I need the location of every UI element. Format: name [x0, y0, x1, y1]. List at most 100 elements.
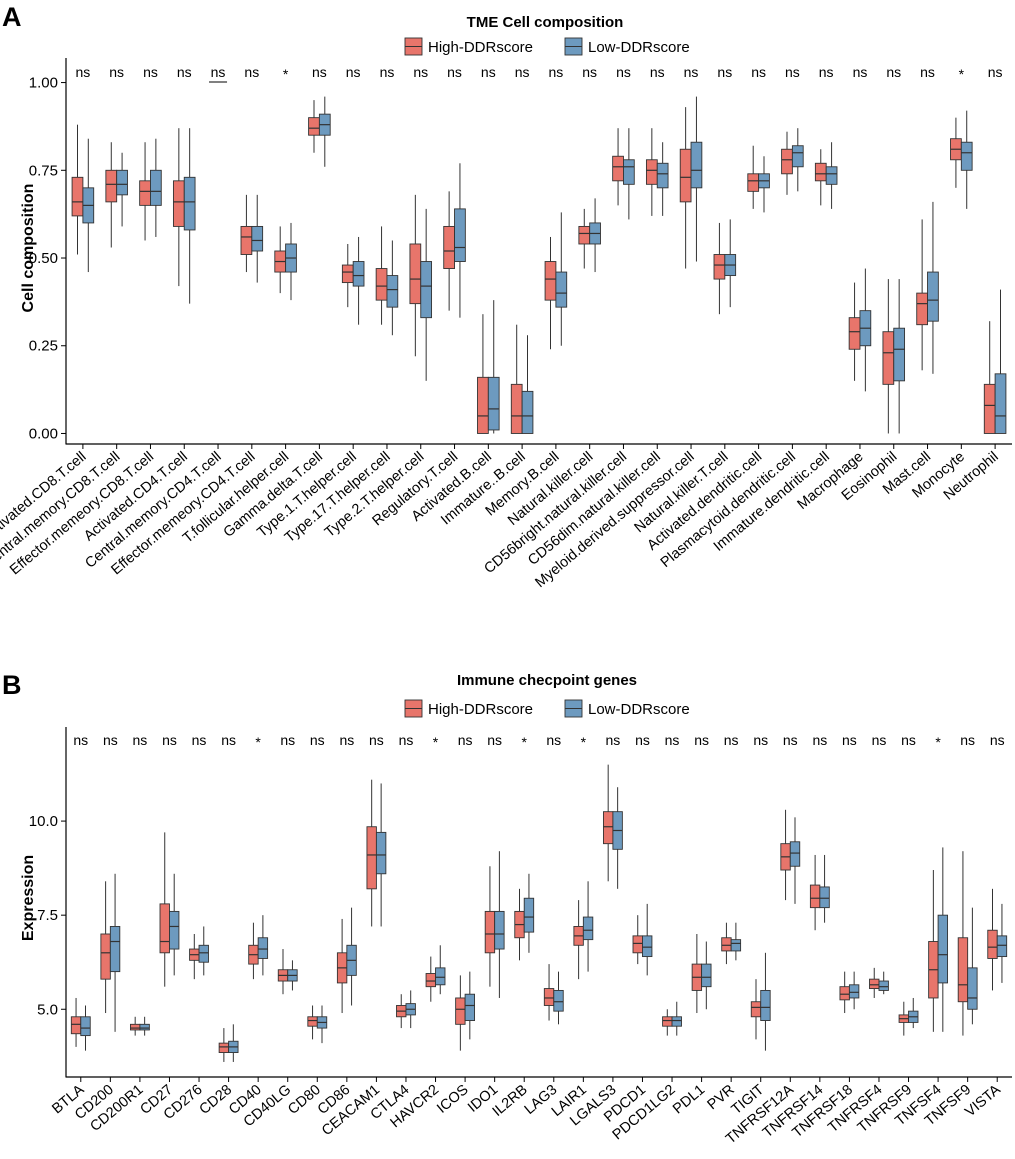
high-box-gamma-delta-t-cell: [308, 117, 320, 136]
low-box-cd56dim-natural-killer-cell: [656, 162, 669, 189]
significance-label: ns: [548, 64, 563, 80]
box-group-t-follicular-helper-cell: [274, 222, 297, 301]
significance-label: ns: [753, 732, 768, 748]
low-box-pdcd1: [642, 935, 653, 958]
significance-label: *: [581, 734, 587, 750]
significance-label: ns: [785, 64, 800, 80]
box-group-cd80: [307, 1005, 328, 1044]
box-group-ctla4: [396, 990, 416, 1029]
low-box-effector-memeory-cd4-t-cell: [251, 225, 264, 252]
box-group-cd56bright-natural-killer-cell: [612, 128, 635, 220]
significance-label: ns: [717, 64, 732, 80]
box-group-natural-killer-cell: [578, 198, 601, 273]
low-box-type-1-t-helper-cell: [352, 261, 365, 287]
significance-label: ns: [192, 732, 207, 748]
y-tick-label: 0.25: [29, 338, 58, 355]
high-box-memory-b-cell: [544, 261, 557, 301]
significance-label: ns: [886, 64, 901, 80]
significance-label: ns: [211, 64, 226, 80]
low-box-btla: [80, 1016, 91, 1037]
high-box-natural-killer-t-cell: [713, 254, 726, 280]
significance-label: ns: [684, 64, 699, 80]
high-box-cd56dim-natural-killer-cell: [645, 159, 658, 185]
box-group-cd40lg: [277, 949, 298, 995]
box-group-havcr2: [425, 945, 446, 1002]
box-group-cd28: [218, 1024, 239, 1062]
box-group-plasmacytoid-dendritic-cell: [781, 128, 804, 195]
significance-label: ns: [783, 732, 798, 748]
box-group-effector-memeory-cd4-t-cell: [240, 194, 264, 283]
box-group-icos: [455, 971, 476, 1051]
legend-a-low-label: Low-DDRscore: [588, 39, 690, 56]
low-box-pdcd1lg2: [671, 1016, 682, 1027]
high-box-type-1-t-helper-cell: [341, 264, 354, 284]
high-box-ceacam1: [366, 826, 377, 890]
low-box-type-2-t-helper-cell: [420, 261, 433, 319]
x-tick-label: IL2RB: [490, 1082, 531, 1120]
high-box-pdcd1: [632, 935, 643, 954]
significance-label: ns: [724, 732, 739, 748]
significance-label: ns: [177, 64, 192, 80]
box-group-myeloid-derived-suppressor-cell: [679, 96, 703, 269]
box-group-memory-b-cell: [544, 212, 568, 350]
low-box-cd276: [198, 944, 209, 963]
high-box-pdcd1lg2: [662, 1016, 673, 1027]
legend-a-high-label: High-DDRscore: [428, 39, 533, 56]
high-box-icos: [455, 997, 466, 1025]
box-group-cd200r1: [129, 1016, 150, 1036]
x-tick-label: CD80: [285, 1082, 324, 1118]
high-box-tnfrsf18: [839, 986, 850, 1001]
significance-label: ns: [73, 732, 88, 748]
significance-label: ns: [920, 64, 935, 80]
significance-label: ns: [143, 64, 158, 80]
high-box-tnfsf9: [957, 937, 969, 1003]
high-box-cd80: [307, 1016, 318, 1027]
box-group-cd200: [100, 873, 121, 1032]
high-box-natural-killer-cell: [578, 225, 591, 245]
box-group-pdcd1lg2: [662, 1001, 682, 1036]
low-box-plasmacytoid-dendritic-cell: [791, 145, 804, 168]
significance-label: ns: [103, 732, 118, 748]
significance-label: ns: [812, 732, 827, 748]
box-group-cd86: [336, 907, 357, 1014]
low-box-il2rb: [523, 897, 535, 933]
panel-a-letter: A: [2, 2, 22, 32]
high-box-effector-memeory-cd8-t-cell: [139, 180, 151, 206]
box-group-tnfrsf4: [869, 967, 889, 998]
high-box-lgals3: [602, 811, 614, 845]
box-group-tnfrsf9: [898, 997, 919, 1036]
legend-b-low-label: Low-DDRscore: [588, 701, 690, 718]
low-box-tnfrsf12a: [789, 841, 801, 867]
high-box-btla: [70, 1016, 82, 1035]
box-group-central-memory-cd8-t-cell: [105, 142, 128, 248]
low-box-cd56bright-natural-killer-cell: [623, 159, 635, 185]
box-group-lag3: [543, 964, 564, 1025]
box-group-tnfrsf14: [809, 854, 830, 931]
high-box-immature-b-cell: [510, 383, 523, 434]
significance-label: ns: [458, 732, 473, 748]
box-group-type-1-t-helper-cell: [341, 236, 365, 325]
high-box-havcr2: [425, 973, 436, 988]
box-group-regulatory-t-cell: [443, 163, 466, 318]
high-box-ido1: [484, 910, 496, 954]
significance-label: ns: [606, 732, 621, 748]
low-box-immature-b-cell: [521, 390, 534, 434]
high-box-activated-b-cell: [477, 376, 489, 434]
box-group-tnfrsf12a: [780, 809, 801, 904]
box-group-il2rb: [514, 873, 535, 961]
significance-label: ns: [694, 732, 709, 748]
low-box-cd200: [109, 926, 121, 973]
significance-label: ns: [380, 64, 395, 80]
box-group-vista: [987, 888, 1008, 991]
box-group-activated-dendritic-cell: [747, 145, 770, 213]
y-tick-label: 0.00: [29, 425, 58, 442]
box-group-cd40: [248, 915, 269, 980]
panel-a-ylabel: Cell composition: [20, 184, 37, 313]
box-group-cd56dim-natural-killer-cell: [645, 128, 669, 216]
significance-label: ns: [901, 732, 916, 748]
low-box-icos: [464, 993, 476, 1021]
panel-b-title: Immune checpoint genes: [457, 672, 637, 689]
box-group-cd27: [159, 832, 180, 987]
panel-b-ylabel: Expression: [20, 855, 37, 941]
high-box-activated-cd8-t-cell: [71, 176, 84, 217]
